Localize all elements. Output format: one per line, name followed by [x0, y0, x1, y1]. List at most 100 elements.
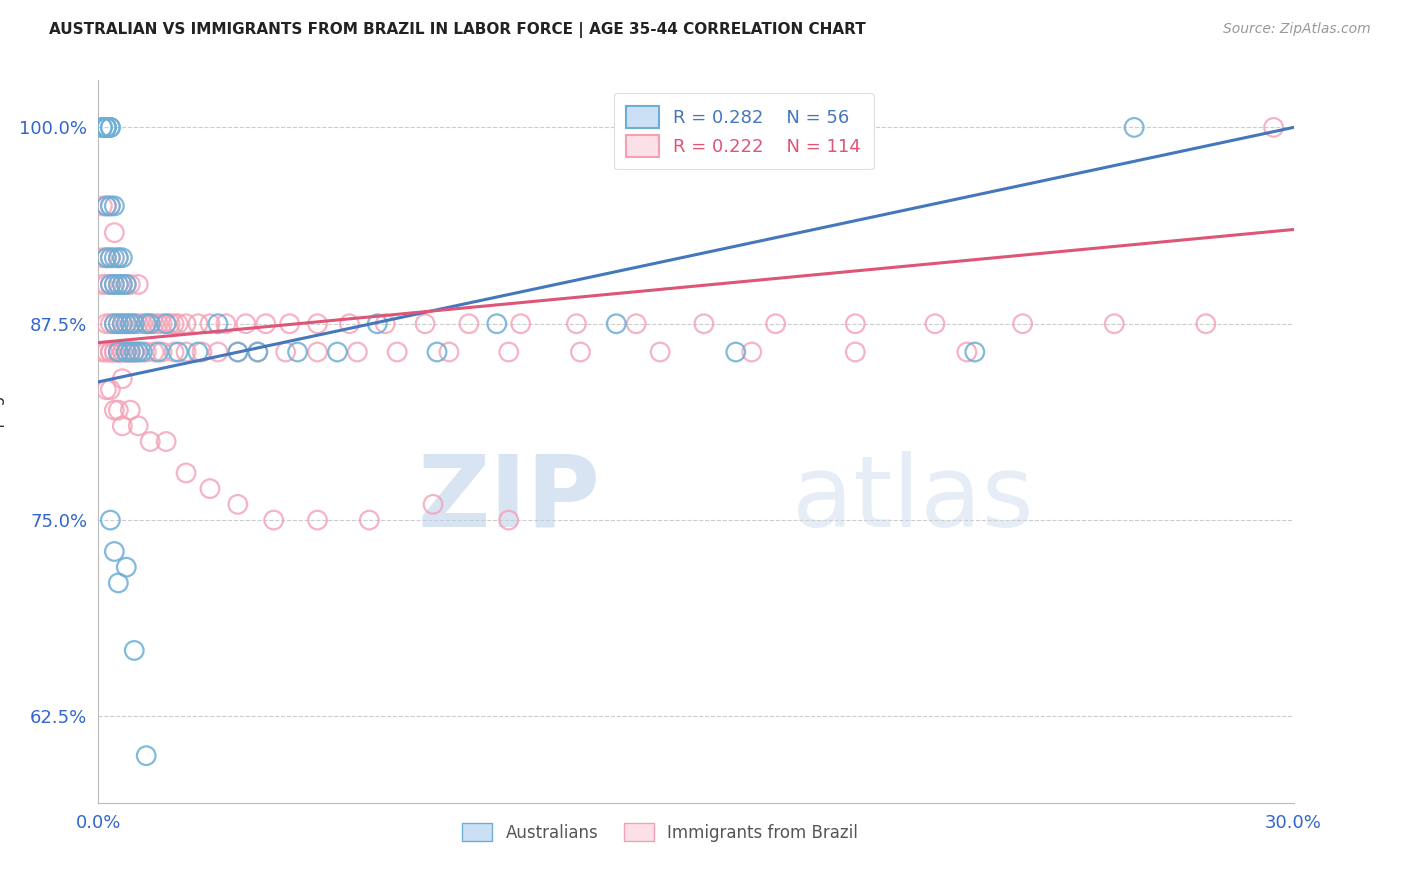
Point	[1104, 317, 1126, 331]
Point	[263, 513, 285, 527]
Point	[98, 199, 122, 213]
Point	[98, 317, 122, 331]
Point	[155, 317, 177, 331]
Point	[98, 120, 122, 135]
Point	[124, 317, 146, 331]
Point	[96, 199, 118, 213]
Point	[103, 199, 125, 213]
Point	[437, 345, 460, 359]
Point	[741, 345, 763, 359]
Point	[115, 277, 138, 292]
Point	[120, 345, 142, 359]
Point	[103, 345, 125, 359]
Point	[1263, 120, 1285, 135]
Point	[307, 513, 329, 527]
Point	[103, 277, 125, 292]
Point	[115, 560, 138, 574]
Point	[91, 277, 114, 292]
Point	[120, 277, 142, 292]
Point	[124, 345, 146, 359]
Point	[103, 317, 125, 331]
Point	[91, 120, 114, 135]
Point	[135, 748, 157, 763]
Point	[159, 317, 181, 331]
Point	[485, 317, 508, 331]
Point	[124, 643, 146, 657]
Point	[924, 317, 946, 331]
Point	[107, 317, 129, 331]
Point	[115, 345, 138, 359]
Point	[339, 317, 361, 331]
Point	[127, 317, 149, 331]
Point	[107, 277, 129, 292]
Point	[98, 345, 122, 359]
Point	[844, 317, 866, 331]
Point	[765, 317, 787, 331]
Point	[135, 317, 157, 331]
Point	[135, 317, 157, 331]
Point	[98, 120, 122, 135]
Point	[96, 120, 118, 135]
Point	[120, 345, 142, 359]
Point	[226, 345, 249, 359]
Point	[187, 345, 209, 359]
Point	[98, 383, 122, 397]
Point	[115, 345, 138, 359]
Text: AUSTRALIAN VS IMMIGRANTS FROM BRAZIL IN LABOR FORCE | AGE 35-44 CORRELATION CHAR: AUSTRALIAN VS IMMIGRANTS FROM BRAZIL IN …	[49, 22, 866, 38]
Point	[103, 403, 125, 417]
Point	[422, 497, 444, 511]
Point	[187, 317, 209, 331]
Point	[131, 317, 153, 331]
Point	[98, 277, 122, 292]
Point	[107, 317, 129, 331]
Point	[103, 345, 125, 359]
Point	[167, 317, 190, 331]
Point	[307, 345, 329, 359]
Point	[724, 345, 747, 359]
Point	[963, 345, 986, 359]
Point	[127, 345, 149, 359]
Point	[120, 403, 142, 417]
Point	[148, 345, 170, 359]
Point	[143, 345, 166, 359]
Point	[103, 226, 125, 240]
Point	[96, 345, 118, 359]
Point	[91, 251, 114, 265]
Point	[287, 345, 309, 359]
Point	[143, 317, 166, 331]
Point	[374, 317, 396, 331]
Y-axis label: In Labor Force | Age 35-44: In Labor Force | Age 35-44	[0, 332, 6, 551]
Point	[366, 317, 388, 331]
Point	[307, 317, 329, 331]
Point	[167, 345, 190, 359]
Point	[346, 345, 368, 359]
Point	[103, 544, 125, 558]
Point	[139, 434, 162, 449]
Point	[246, 345, 269, 359]
Point	[498, 513, 520, 527]
Point	[648, 345, 672, 359]
Point	[98, 251, 122, 265]
Point	[96, 277, 118, 292]
Point	[198, 482, 221, 496]
Point	[98, 199, 122, 213]
Point	[120, 345, 142, 359]
Point	[103, 317, 125, 331]
Point	[426, 345, 449, 359]
Point	[207, 317, 229, 331]
Text: atlas: atlas	[792, 450, 1033, 548]
Point	[111, 277, 134, 292]
Point	[1123, 120, 1146, 135]
Point	[605, 317, 627, 331]
Point	[111, 317, 134, 331]
Point	[626, 317, 648, 331]
Point	[207, 345, 229, 359]
Point	[115, 317, 138, 331]
Point	[844, 345, 866, 359]
Point	[135, 345, 157, 359]
Point	[111, 317, 134, 331]
Point	[413, 317, 436, 331]
Text: ZIP: ZIP	[418, 450, 600, 548]
Point	[127, 418, 149, 433]
Point	[96, 120, 118, 135]
